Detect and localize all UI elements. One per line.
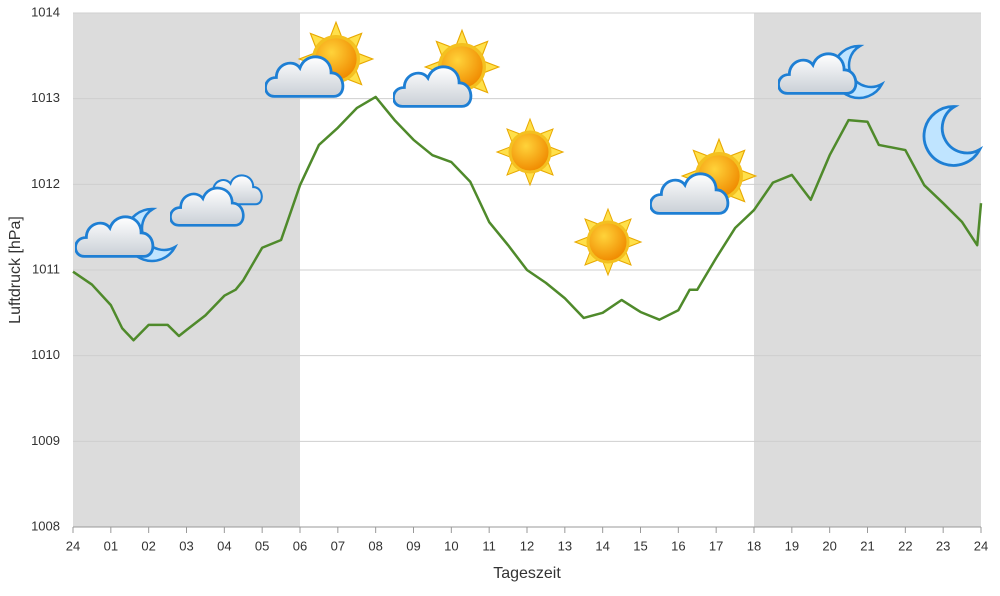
- x-tick-label: 19: [785, 538, 799, 553]
- x-tick-label: 17: [709, 538, 723, 553]
- x-tick-label: 22: [898, 538, 912, 553]
- x-tick-label: 08: [368, 538, 382, 553]
- y-tick-label: 1009: [31, 433, 60, 448]
- x-axis-title: Tageszeit: [493, 565, 561, 582]
- x-tick-label: 15: [633, 538, 647, 553]
- y-tick-label: 1011: [32, 261, 60, 276]
- x-tick-label: 11: [482, 538, 496, 553]
- x-tick-label: 05: [255, 538, 269, 553]
- x-tick-label: 10: [444, 538, 458, 553]
- x-tick-label: 16: [671, 538, 685, 553]
- y-tick-label: 1013: [31, 90, 60, 105]
- x-tick-label: 09: [406, 538, 420, 553]
- x-tick-label: 13: [558, 538, 572, 553]
- y-tick-label: 1010: [31, 347, 60, 362]
- x-tick-label: 20: [822, 538, 836, 553]
- y-tick-label: 1008: [31, 518, 60, 533]
- x-tick-label: 03: [179, 538, 193, 553]
- x-tick-label: 24: [974, 538, 988, 553]
- x-tick-label: 01: [104, 538, 118, 553]
- x-tick-label: 21: [860, 538, 874, 553]
- x-tick-label: 06: [293, 538, 307, 553]
- sun-icon: [495, 117, 565, 187]
- x-tick-label: 24: [66, 538, 80, 553]
- y-tick-label: 1014: [31, 4, 60, 19]
- x-tick-label: 04: [217, 538, 231, 553]
- pressure-line: [72, 95, 983, 342]
- x-tick-label: 02: [141, 538, 155, 553]
- x-tick-label: 14: [595, 538, 609, 553]
- y-tick-label: 1012: [31, 176, 60, 191]
- x-tick-label: 18: [747, 538, 761, 553]
- x-tick-label: 23: [936, 538, 950, 553]
- y-axis-title: Luftdruck [hPa]: [7, 216, 24, 324]
- x-tick-label: 12: [520, 538, 534, 553]
- sun-icon: [573, 207, 643, 277]
- x-tick-label: 07: [331, 538, 345, 553]
